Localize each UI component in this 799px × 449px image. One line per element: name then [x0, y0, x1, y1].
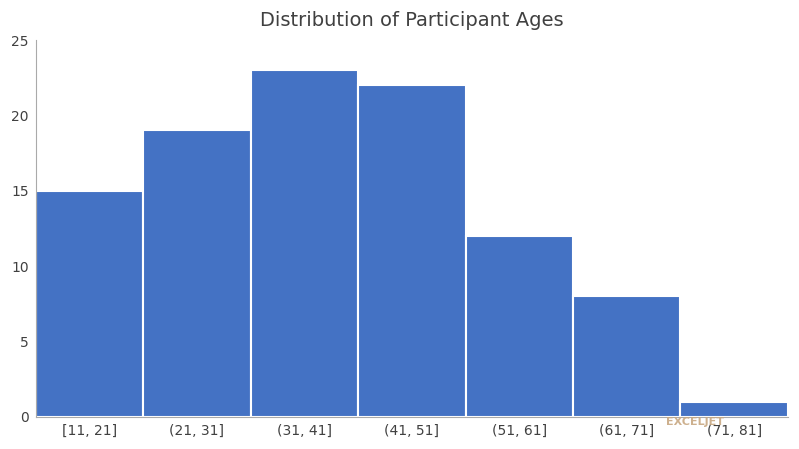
Title: Distribution of Participant Ages: Distribution of Participant Ages — [260, 11, 563, 30]
Bar — [143, 131, 251, 417]
Bar — [251, 70, 358, 417]
Bar — [681, 402, 788, 417]
Text: EXCELJET: EXCELJET — [666, 417, 724, 427]
Bar — [36, 191, 143, 417]
Bar — [466, 236, 573, 417]
Bar — [358, 85, 466, 417]
Bar — [573, 296, 681, 417]
